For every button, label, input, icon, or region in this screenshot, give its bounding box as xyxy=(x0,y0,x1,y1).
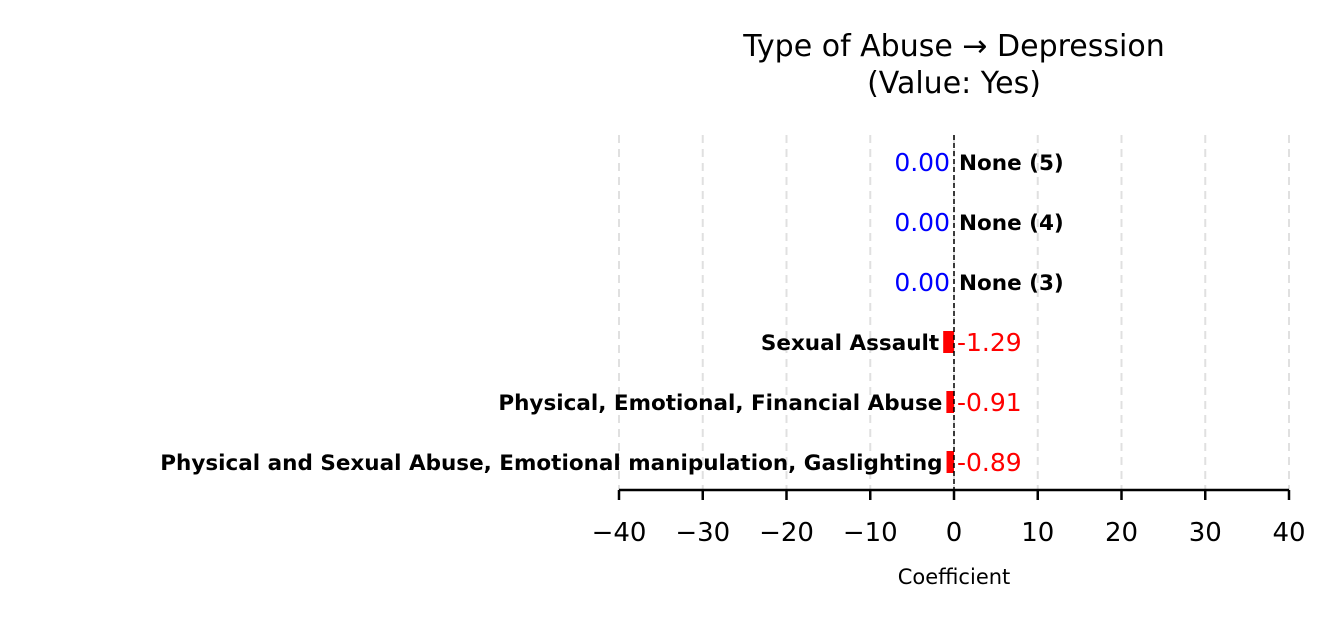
value-label: 0.00 xyxy=(894,148,950,177)
category-label: Sexual Assault xyxy=(761,331,939,356)
category-label: None (4) xyxy=(959,211,1064,236)
x-tick-label: −30 xyxy=(675,518,730,548)
x-tick-label: −20 xyxy=(759,518,814,548)
value-label: 0.00 xyxy=(894,268,950,297)
value-label: 0.00 xyxy=(894,208,950,237)
x-axis-label: Coefficient xyxy=(898,565,1011,589)
x-tick-label: 30 xyxy=(1189,518,1222,548)
category-label: Physical, Emotional, Financial Abuse xyxy=(498,391,942,416)
grid-layer xyxy=(618,135,1290,490)
bar xyxy=(946,451,954,473)
chart-title: Type of Abuse → Depression xyxy=(742,29,1164,64)
x-tick-label: 40 xyxy=(1272,518,1305,548)
category-label: Physical and Sexual Abuse, Emotional man… xyxy=(160,451,942,476)
bar xyxy=(943,331,954,353)
x-tick-label: −10 xyxy=(843,518,898,548)
x-tick-label: 20 xyxy=(1105,518,1138,548)
category-label: None (3) xyxy=(959,271,1064,296)
x-tick-label: 0 xyxy=(946,518,963,548)
value-label: -0.91 xyxy=(957,388,1022,417)
x-tick-label: −40 xyxy=(592,518,647,548)
x-axis: −40 −30 −20 −10 0 10 20 30 40 xyxy=(592,488,1306,548)
x-tick-label: 10 xyxy=(1021,518,1054,548)
label-layer: Physical and Sexual Abuse, Emotional man… xyxy=(160,148,1063,477)
bar xyxy=(946,391,954,413)
bar-layer xyxy=(943,331,954,473)
chart-subtitle: (Value: Yes) xyxy=(867,66,1041,101)
value-label: -1.29 xyxy=(957,328,1022,357)
category-label: None (5) xyxy=(959,151,1064,176)
value-label: -0.89 xyxy=(957,448,1022,477)
